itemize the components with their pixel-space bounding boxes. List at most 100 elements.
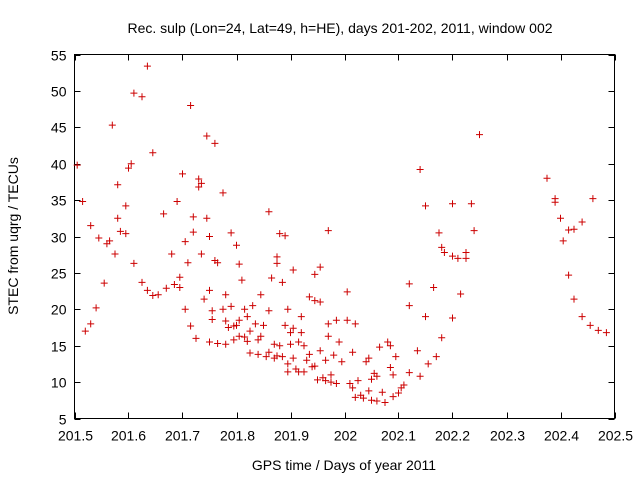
data-point: [343, 316, 351, 324]
data-point: [238, 276, 246, 284]
x-tick-label: 202.3: [490, 428, 525, 444]
data-point: [295, 338, 303, 346]
data-point: [457, 290, 465, 298]
y-tick-labels: 5 10 15 20 25 30 35 40 45 50 55: [51, 48, 67, 428]
data-point: [316, 298, 324, 306]
data-point: [449, 200, 456, 208]
data-point: [297, 313, 305, 321]
data-point: [570, 295, 578, 303]
x-axis-label: GPS time / Days of year 2011: [252, 457, 436, 473]
y-tick-label: 40: [51, 157, 67, 173]
data-point: [211, 139, 219, 147]
data-point: [386, 364, 394, 372]
data-point: [138, 93, 146, 101]
data-point: [260, 321, 267, 329]
data-point: [311, 297, 319, 305]
data-point: [195, 183, 203, 191]
data-point: [95, 234, 103, 242]
data-point: [316, 263, 324, 271]
data-point: [373, 372, 381, 380]
data-point: [440, 249, 448, 257]
data-point: [314, 376, 321, 384]
data-point: [233, 241, 240, 249]
data-point: [438, 334, 446, 342]
data-point: [122, 230, 130, 238]
data-point: [254, 336, 262, 344]
data-point: [354, 377, 362, 385]
data-point: [416, 166, 424, 174]
data-point: [154, 291, 162, 299]
data-point: [257, 332, 265, 340]
data-point: [227, 302, 235, 310]
data-point: [270, 340, 278, 348]
data-point: [224, 324, 232, 331]
data-point: [197, 179, 205, 187]
plot-frame: [74, 54, 615, 419]
data-point: [181, 305, 189, 313]
data-point: [289, 324, 297, 332]
data-point: [246, 327, 254, 335]
data-point: [384, 338, 392, 346]
data-point: [246, 349, 254, 357]
data-point: [189, 228, 197, 236]
data-point: [176, 283, 184, 291]
data-point: [324, 227, 332, 235]
x-tick-label: 202.4: [544, 428, 579, 444]
data-point: [200, 295, 208, 303]
data-point: [405, 369, 413, 377]
data-point: [322, 377, 330, 385]
data-point: [327, 378, 335, 386]
y-axis-label: STEC from uqrg / TECUs: [5, 157, 21, 315]
data-point: [108, 121, 116, 129]
data-point: [130, 89, 138, 97]
data-point: [262, 353, 270, 361]
data-point: [170, 281, 178, 289]
data-point: [214, 340, 222, 348]
data-point: [316, 347, 324, 355]
data-point: [235, 332, 243, 340]
data-point: [305, 350, 313, 358]
data-point: [449, 252, 456, 260]
data-point: [116, 227, 124, 235]
data-point: [192, 334, 200, 342]
data-point: [230, 336, 238, 344]
data-point: [106, 237, 114, 245]
data-point: [297, 329, 305, 337]
data-point: [284, 360, 292, 368]
data-point: [462, 254, 470, 262]
data-point: [392, 353, 400, 361]
data-point: [400, 381, 408, 389]
data-point: [424, 360, 432, 368]
y-tick-label: 10: [51, 375, 67, 391]
x-tick-label: 201.7: [165, 428, 200, 444]
data-point: [467, 200, 475, 208]
data-point: [254, 350, 262, 358]
data-point: [332, 316, 340, 324]
data-point: [79, 198, 87, 206]
data-point: [227, 229, 235, 237]
x-tick-label: 202.1: [381, 428, 416, 444]
data-point: [162, 284, 170, 292]
data-point: [311, 270, 319, 278]
data-point: [565, 271, 573, 279]
data-point: [276, 230, 284, 238]
data-point: [179, 170, 186, 178]
data-point: [376, 343, 384, 351]
data-point: [173, 198, 181, 206]
data-point: [130, 259, 138, 267]
y-tick-label: 55: [51, 48, 67, 64]
data-point: [206, 233, 213, 240]
data-point: [373, 397, 381, 405]
data-point: [416, 372, 424, 380]
y-tick-label: 15: [51, 339, 67, 355]
x-tick-label: 202: [334, 428, 358, 444]
data-point: [168, 250, 176, 258]
data-point: [324, 320, 332, 328]
data-point: [143, 62, 151, 70]
x-tick-label: 202.5: [598, 428, 633, 444]
data-point: [422, 313, 429, 321]
data-point: [349, 384, 357, 392]
y-tick-label: 20: [51, 302, 67, 318]
data-point: [214, 259, 222, 267]
data-point: [578, 313, 586, 321]
